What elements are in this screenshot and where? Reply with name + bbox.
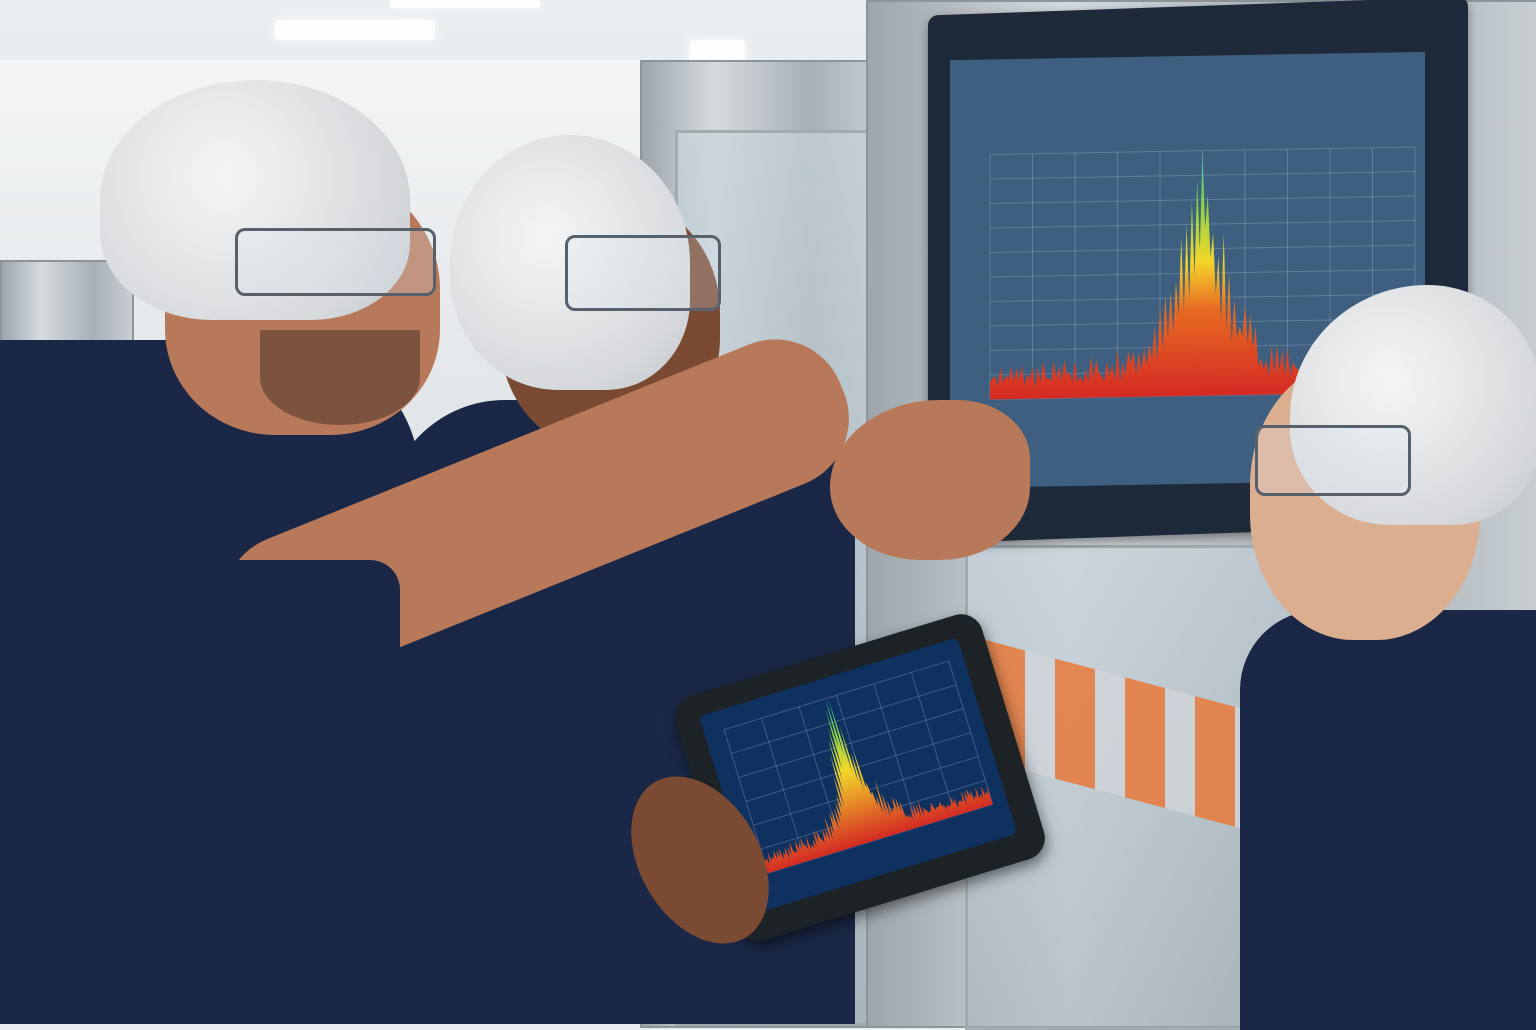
hairnet-icon: [100, 80, 410, 320]
tablet-spectrum-chart: [723, 660, 994, 874]
ceiling-light: [390, 0, 540, 8]
ceiling-light: [275, 20, 435, 40]
person-right-shirt: [1240, 610, 1536, 1030]
pointing-hand: [830, 400, 1030, 560]
ceiling-light: [690, 40, 745, 62]
safety-glasses-icon: [565, 235, 721, 311]
grid-line: [948, 660, 994, 805]
spectrum-area: [990, 150, 1415, 400]
grid-line: [723, 660, 949, 731]
hairnet-icon: [1290, 285, 1536, 525]
person-left-sleeve: [170, 560, 400, 770]
grid-line: [873, 683, 919, 828]
grid-line: [910, 672, 956, 816]
safety-glasses-icon: [235, 228, 436, 296]
hairnet-icon: [450, 135, 690, 390]
tablet-screen: [699, 637, 1018, 913]
spectrum-area: [764, 698, 993, 874]
grid-line: [761, 718, 806, 862]
safety-glasses-icon: [1255, 425, 1411, 496]
grid-line: [738, 708, 964, 778]
person-left-beard: [260, 330, 420, 425]
grid-line: [731, 684, 957, 755]
tablet[interactable]: [669, 608, 1051, 947]
